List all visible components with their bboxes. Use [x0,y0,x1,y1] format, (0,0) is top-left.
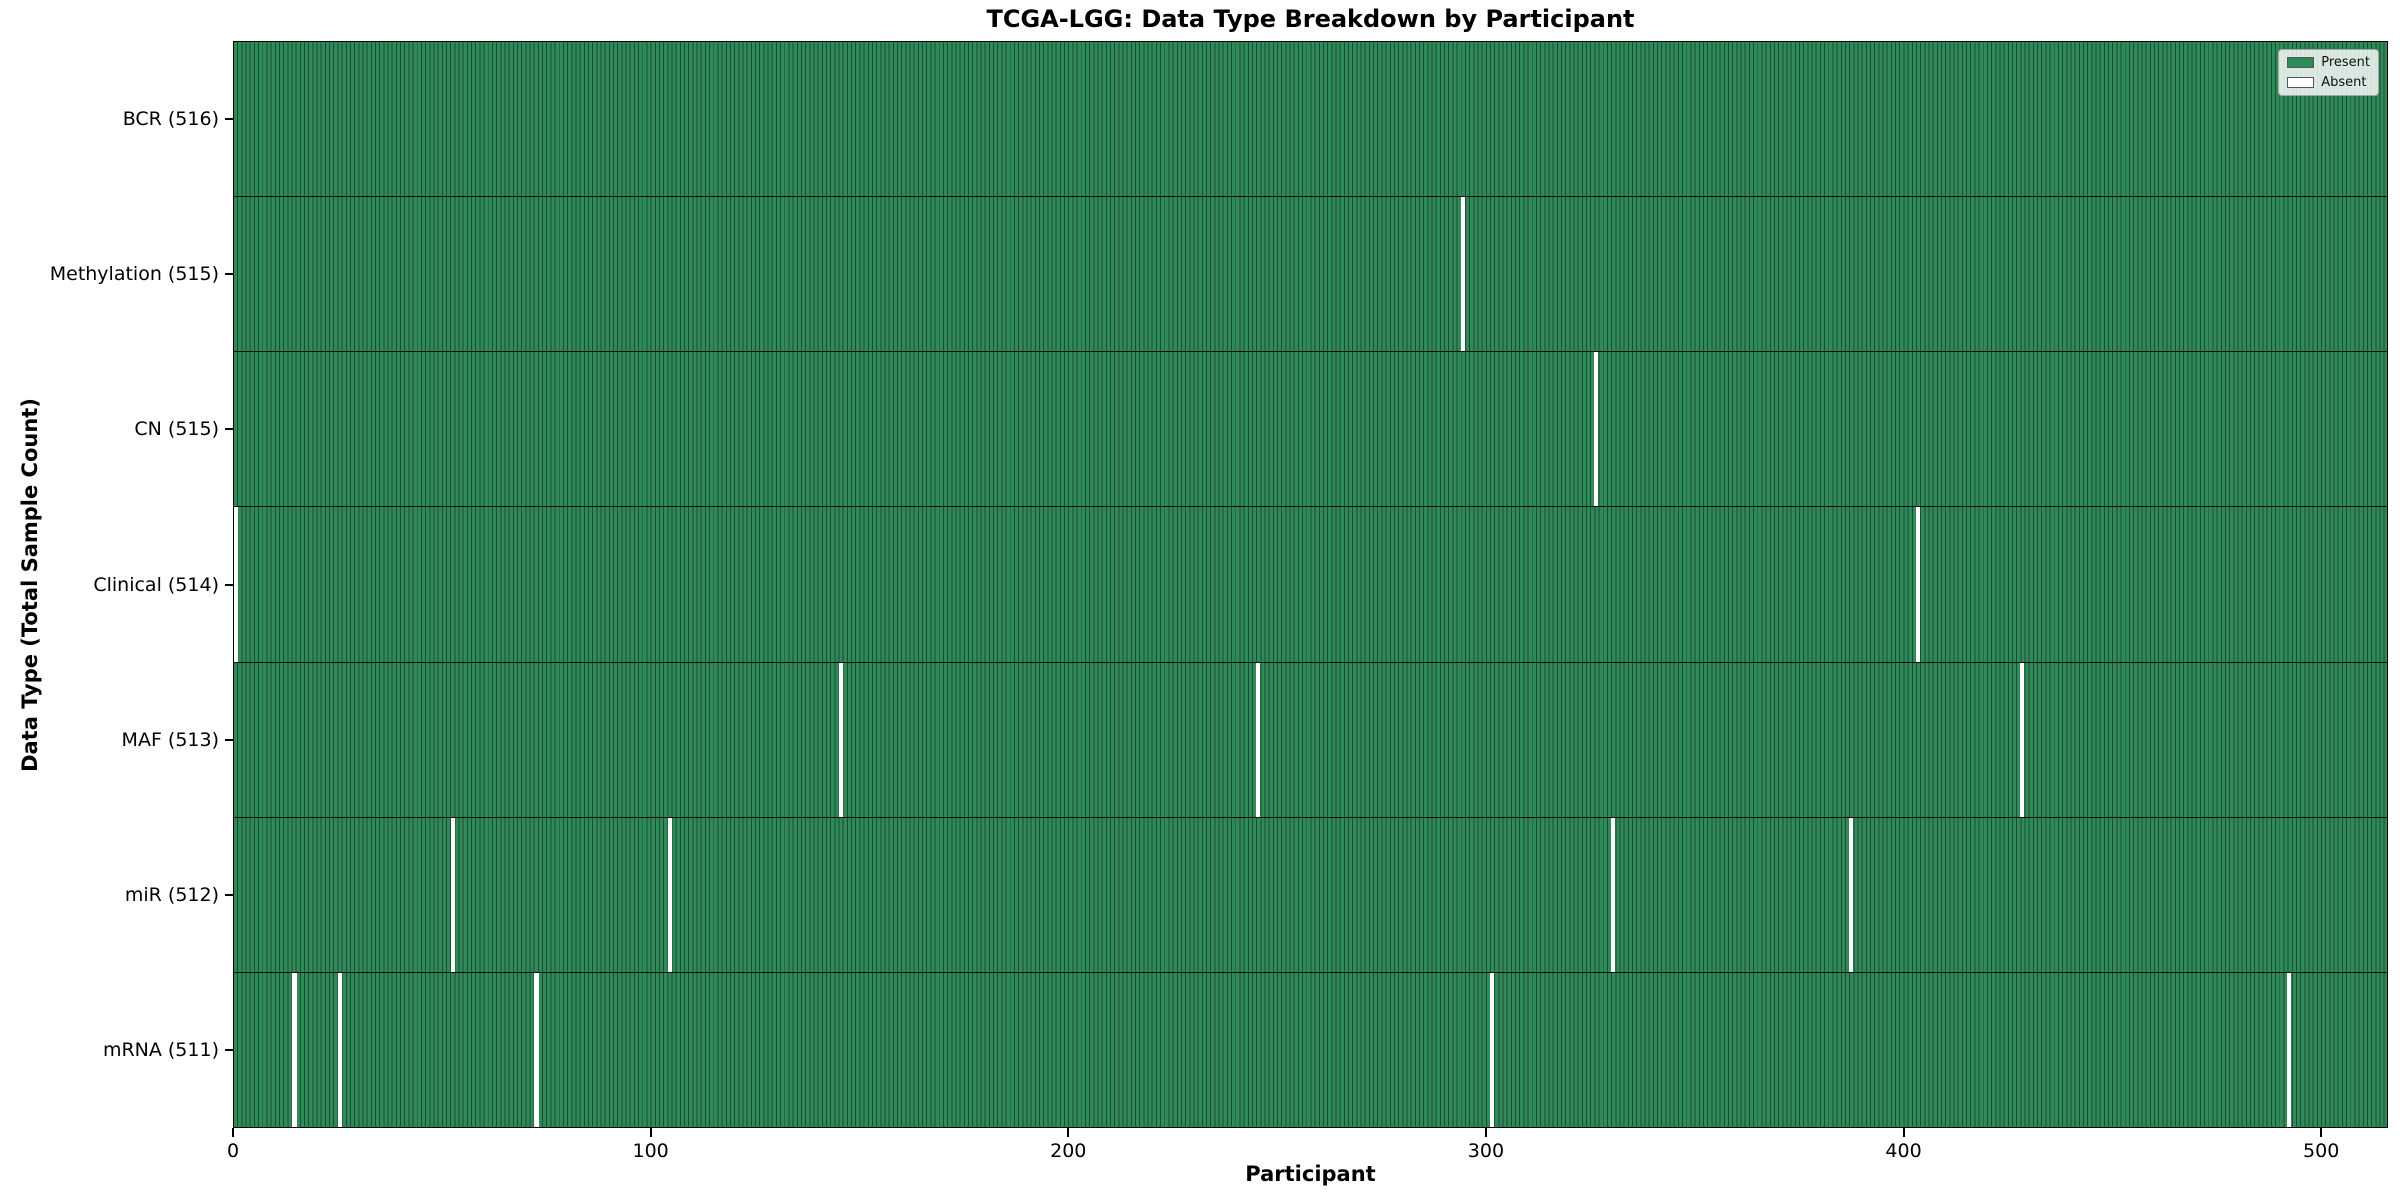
chart-title: TCGA-LGG: Data Type Breakdown by Partici… [986,5,1635,33]
absent-marker [450,817,456,972]
absent-marker [338,972,343,1127]
row-bcr [234,42,2387,198]
absent-marker [234,507,239,662]
absent-marker [1460,197,1465,352]
absent-marker [1610,817,1616,972]
row-cn [234,352,2387,508]
absent-marker [1256,662,1261,817]
absent-marker [1848,817,1853,972]
ytick-label-mir: miR (512) [124,884,219,907]
absent-marker [1489,972,1495,1127]
absent-marker [1594,352,1599,507]
legend: Present Absent [2278,49,2379,96]
ytick-mark [225,428,233,431]
row-mir [234,817,2387,973]
absent-marker [534,972,539,1127]
ytick-label-cn: CN (515) [134,418,219,441]
ytick-mark [225,272,233,275]
xtick-label-300: 300 [1467,1140,1505,1162]
xtick-mark [232,1128,234,1137]
ytick-mark [225,117,233,120]
y-axis: BCR (516) Methylation (515) CN (515) Clinic… [0,41,233,1128]
legend-swatch-absent [2287,77,2315,88]
xtick-mark [649,1128,652,1137]
xtick-label-100: 100 [632,1140,669,1162]
ytick-mark [225,738,233,741]
xtick-mark [1902,1128,1905,1137]
xtick-mark [2320,1128,2323,1137]
xtick-label-0: 0 [226,1140,240,1162]
legend-entry-absent: Absent [2287,75,2370,90]
ytick-label-methylation: Methylation (515) [49,262,219,285]
ytick-mark [225,1049,233,1052]
absent-marker [2286,972,2292,1127]
xtick-mark [1067,1128,1070,1137]
xtick-label-500: 500 [2303,1140,2340,1162]
row-mrna [234,972,2387,1127]
legend-label: Present [2321,55,2370,70]
xtick-label-400: 400 [1885,1140,1922,1162]
absent-marker [667,817,673,972]
xtick-mark [1484,1128,1487,1137]
ytick-label-bcr: BCR (516) [122,107,219,130]
row-methylation [234,197,2387,353]
absent-marker [292,972,297,1127]
x-axis: 0 100 200 300 400 500 [227,1128,2388,1168]
xtick-label-200: 200 [1050,1140,1087,1162]
absent-marker [2019,662,2024,817]
x-axis-label: Participant [1245,1162,1376,1186]
ytick-label-mrna: mRNA (511) [102,1039,219,1062]
legend-swatch-present [2287,57,2315,68]
legend-entry-present: Present [2287,55,2370,70]
legend-label: Absent [2321,75,2367,90]
row-maf [234,662,2387,818]
absent-marker [839,662,844,817]
absent-marker [1915,507,1920,662]
ytick-mark [225,583,233,586]
ytick-label-maf: MAF (513) [121,728,219,751]
row-clinical [234,507,2387,663]
ytick-label-clinical: Clinical (514) [93,573,219,596]
ytick-mark [225,894,233,897]
plot-area: Present Absent [233,41,2388,1128]
